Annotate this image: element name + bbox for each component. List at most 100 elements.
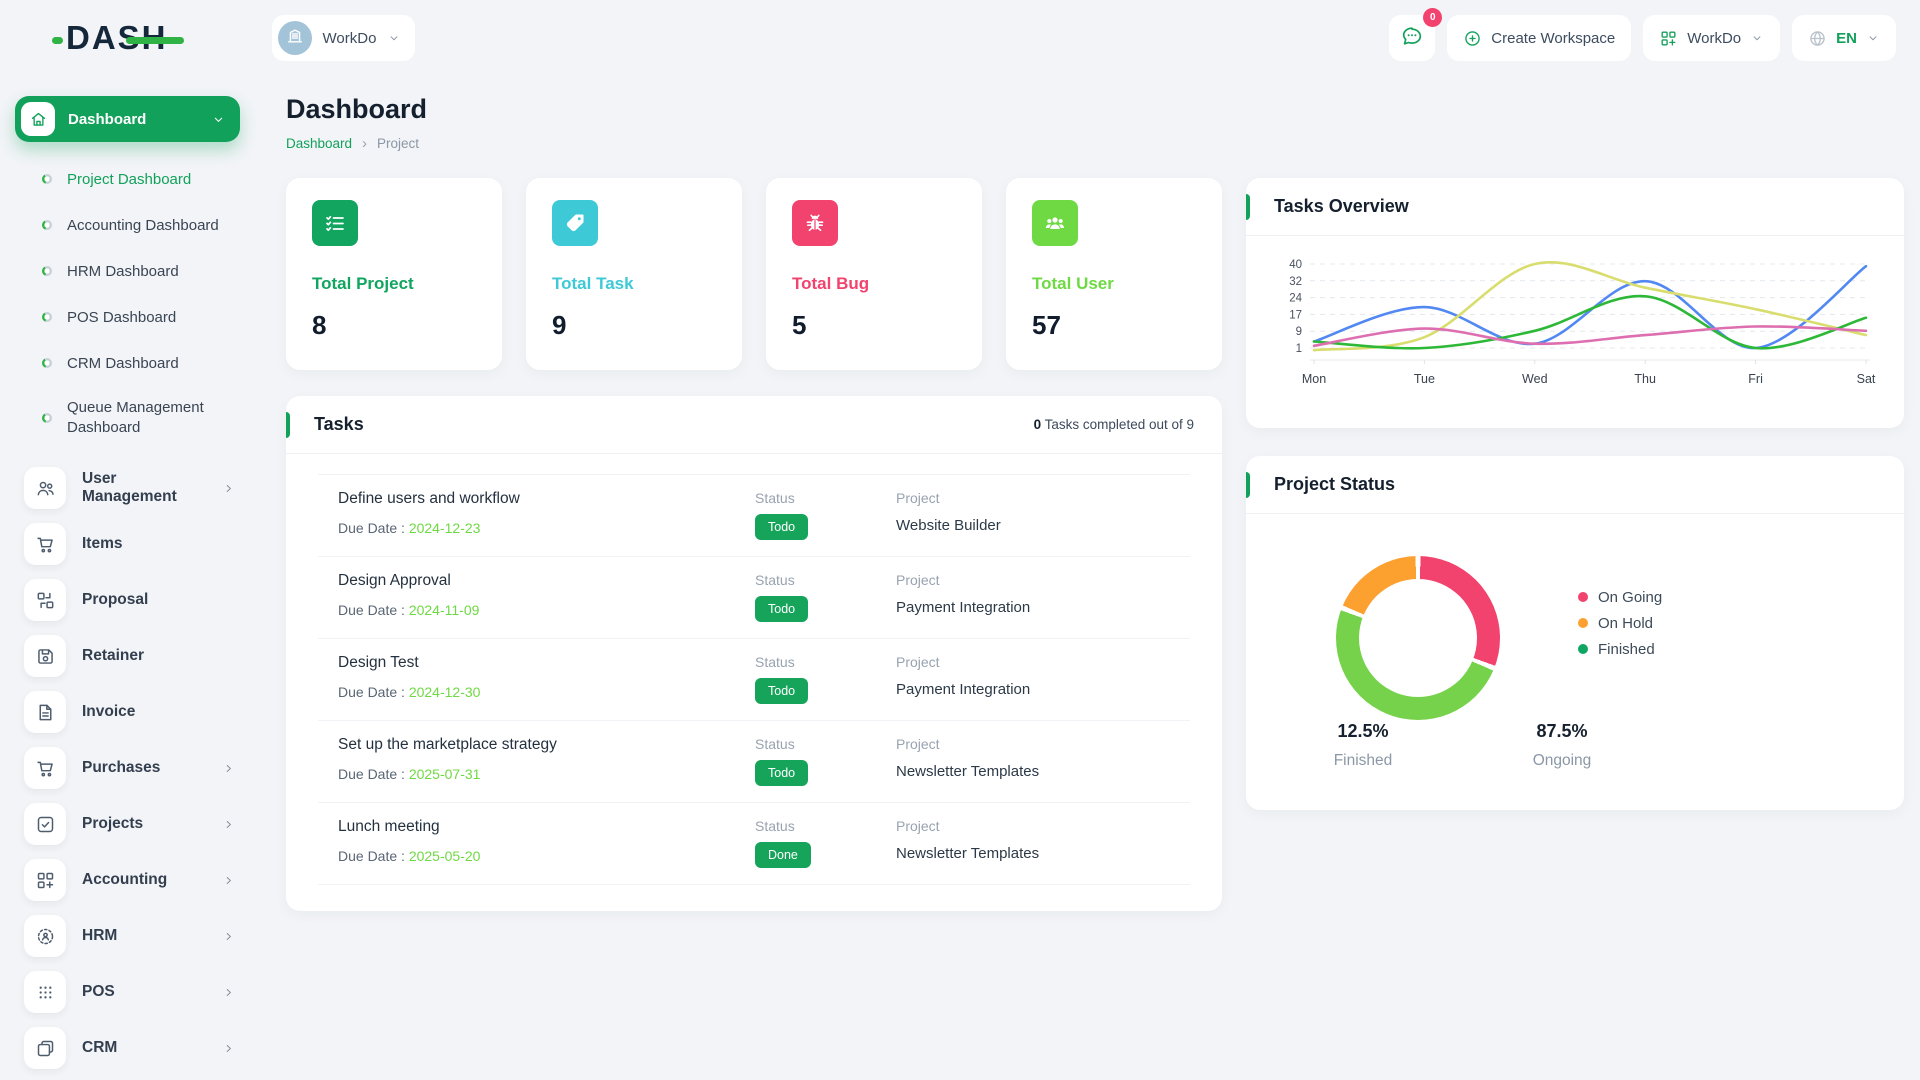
cart-icon: [24, 747, 66, 789]
sidebar-subitem-project-dashboard[interactable]: Project Dashboard: [15, 156, 265, 202]
task-name-cell: Lunch meeting Due Date : 2025-05-20: [318, 818, 755, 868]
users-group-icon: [1032, 200, 1078, 246]
checklist-icon: [312, 200, 358, 246]
sidebar-item-retainer[interactable]: Retainer: [15, 628, 265, 684]
page-header: Dashboard Dashboard › Project: [286, 94, 1904, 152]
task-due-date: Due Date : 2024-12-30: [338, 684, 481, 700]
tasks-overview-chart: 40 32 24 17 9 1 Mon Tue Wed Thu Fri Sat: [1246, 236, 1904, 418]
sidebar-item-dashboard[interactable]: Dashboard: [15, 96, 240, 142]
task-project: Newsletter Templates: [896, 763, 1040, 780]
sidebar-subitem-label: CRM Dashboard: [67, 354, 179, 372]
breadcrumb: Dashboard › Project: [286, 135, 1904, 152]
legend-item-finished: Finished: [1578, 636, 1662, 662]
task-row[interactable]: Define users and workflow Due Date : 202…: [318, 475, 1190, 557]
stat-label: Total Task: [552, 274, 634, 293]
sidebar-subitem-queue-management-dashboard[interactable]: Queue Management Dashboard: [15, 386, 265, 450]
status-badge: Todo: [755, 596, 809, 622]
chevron-right-icon: [222, 762, 235, 775]
status-header: Status: [755, 490, 795, 506]
sidebar-subitem-hrm-dashboard[interactable]: HRM Dashboard: [15, 248, 265, 294]
sidebar-item-crm[interactable]: CRM: [15, 1020, 265, 1076]
legend-label: Finished: [1598, 640, 1655, 658]
sidebar-item-projects[interactable]: Projects: [15, 796, 265, 852]
sidebar-subitem-pos-dashboard[interactable]: POS Dashboard: [15, 294, 265, 340]
sidebar-subitem-accounting-dashboard[interactable]: Accounting Dashboard: [15, 202, 265, 248]
sidebar-subitem-crm-dashboard[interactable]: CRM Dashboard: [15, 340, 265, 386]
donut-legend: On Going On Hold Finished: [1578, 584, 1662, 662]
grid-plus-icon: [1659, 29, 1678, 48]
sidebar-menu: User Management Items Proposal Retainer …: [15, 460, 265, 1076]
series-yellow-line: [1312, 261, 1868, 352]
main-content: Dashboard Dashboard › Project Total Proj…: [265, 62, 1920, 1076]
sidebar-item-purchases[interactable]: Purchases: [15, 740, 265, 796]
tasks-card-header: Tasks 0 Tasks completed out of 9: [286, 396, 1222, 454]
tasks-card-title: Tasks: [314, 414, 364, 434]
series-green-line: [1312, 294, 1868, 350]
breadcrumb-dashboard-link[interactable]: Dashboard: [286, 136, 353, 151]
status-header: Status: [755, 818, 795, 834]
svg-text:17: 17: [1289, 309, 1302, 321]
task-name: Design Test: [338, 654, 419, 671]
legend-label: On Hold: [1598, 614, 1654, 632]
sidebar-subitem-label: Accounting Dashboard: [67, 216, 219, 234]
person-target-icon: [24, 915, 66, 957]
task-name-cell: Design Test Due Date : 2024-12-30: [318, 654, 755, 704]
sidebar-item-invoice[interactable]: Invoice: [15, 684, 265, 740]
task-row[interactable]: Design Approval Due Date : 2024-11-09 St…: [318, 557, 1190, 639]
legend-dot-icon: [1578, 618, 1588, 628]
bug-icon: [792, 200, 838, 246]
check-square-icon: [24, 803, 66, 845]
task-row[interactable]: Set up the marketplace strategy Due Date…: [318, 721, 1190, 803]
task-row[interactable]: Design Test Due Date : 2024-12-30 Status…: [318, 639, 1190, 721]
task-row[interactable]: Lunch meeting Due Date : 2025-05-20 Stat…: [318, 803, 1190, 885]
task-project-cell: Project Payment Integration: [896, 654, 1190, 704]
dashboard-grid: Total Project 8 Total Task 9 Total Bug 5…: [286, 178, 1904, 911]
language-selector[interactable]: EN: [1792, 15, 1896, 61]
save-icon: [24, 635, 66, 677]
task-name: Design Approval: [338, 572, 451, 589]
workspace-selector[interactable]: WorkDo: [271, 15, 416, 61]
create-workspace-label: Create Workspace: [1491, 29, 1616, 47]
svg-text:Wed: Wed: [1522, 372, 1548, 386]
app-logo[interactable]: DASH: [52, 19, 184, 57]
sidebar-item-user-management[interactable]: User Management: [15, 460, 265, 516]
create-workspace-button[interactable]: Create Workspace: [1447, 15, 1632, 61]
svg-text:9: 9: [1296, 326, 1302, 338]
overlap-squares-icon: [24, 1027, 66, 1069]
status-badge: Todo: [755, 760, 809, 786]
app-shell: Dashboard Project Dashboard Accounting D…: [0, 62, 1920, 1076]
task-name-cell: Design Approval Due Date : 2024-11-09: [318, 572, 755, 622]
svg-text:Sat: Sat: [1857, 372, 1876, 386]
stat-card-total-project: Total Project 8: [286, 178, 502, 370]
sidebar-item-label: Invoice: [82, 703, 136, 720]
tag-icon: [552, 200, 598, 246]
task-project-cell: Project Website Builder: [896, 490, 1190, 540]
status-badge: Done: [755, 842, 811, 868]
sidebar-item-items[interactable]: Items: [15, 516, 265, 572]
donut-chart: [1336, 556, 1500, 720]
svg-text:1: 1: [1296, 343, 1302, 355]
page-title: Dashboard: [286, 94, 428, 124]
workdo-menu-button[interactable]: WorkDo: [1643, 15, 1781, 61]
series-blue-line: [1312, 264, 1868, 350]
chevron-right-icon: [222, 1042, 235, 1055]
sidebar-item-proposal[interactable]: Proposal: [15, 572, 265, 628]
left-column: Total Project 8 Total Task 9 Total Bug 5…: [286, 178, 1222, 911]
project-header: Project: [896, 736, 940, 752]
dashboard-submenu: Project Dashboard Accounting Dashboard H…: [15, 156, 265, 450]
tasks-card: Tasks 0 Tasks completed out of 9 Define …: [286, 396, 1222, 911]
sidebar-item-hrm[interactable]: HRM: [15, 908, 265, 964]
chevron-right-icon: [222, 986, 235, 999]
sidebar-item-label: Items: [82, 535, 123, 552]
svg-text:40: 40: [1289, 259, 1302, 271]
task-name: Lunch meeting: [338, 818, 440, 835]
sidebar-item-accounting[interactable]: Accounting: [15, 852, 265, 908]
bullet-icon: [42, 312, 52, 322]
messages-button[interactable]: 0: [1389, 8, 1443, 61]
logo-dash-bar: [125, 36, 184, 44]
task-name: Set up the marketplace strategy: [338, 736, 557, 753]
task-status-cell: Status Todo: [755, 490, 896, 540]
chevron-down-icon: [1866, 31, 1880, 45]
ongoing-stat: 87.5% Ongoing: [1532, 721, 1592, 769]
sidebar-item-pos[interactable]: POS: [15, 964, 265, 1020]
